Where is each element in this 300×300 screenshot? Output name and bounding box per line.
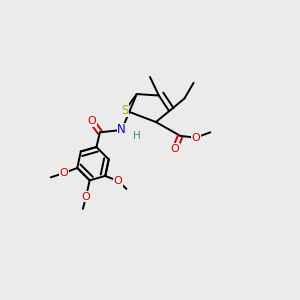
Text: O: O xyxy=(191,133,200,142)
Text: O: O xyxy=(113,176,122,186)
Text: N: N xyxy=(117,124,126,136)
Text: O: O xyxy=(60,168,68,178)
Text: H: H xyxy=(133,131,141,141)
Text: O: O xyxy=(82,191,91,202)
Text: S: S xyxy=(121,104,129,117)
Text: O: O xyxy=(171,143,179,154)
Text: O: O xyxy=(88,116,96,126)
